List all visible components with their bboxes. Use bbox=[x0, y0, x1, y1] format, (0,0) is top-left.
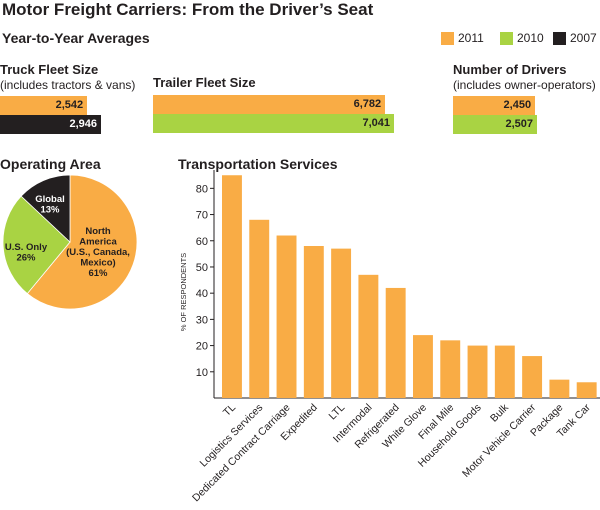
legend-label: 2007 bbox=[570, 31, 597, 45]
y-tick-label: 70 bbox=[196, 210, 208, 222]
bar-value-label: 2,507 bbox=[505, 118, 533, 130]
trailer-fleet-bar-2010: 7,041 bbox=[153, 114, 394, 133]
x-tick-label: LTL bbox=[326, 402, 347, 423]
legend-swatch bbox=[441, 31, 454, 45]
legend-label: 2010 bbox=[517, 31, 544, 45]
y-tick-label: 20 bbox=[196, 341, 208, 353]
y-tick-label: 50 bbox=[196, 262, 208, 274]
section-subtitle: Year-to-Year Averages bbox=[2, 30, 150, 46]
bar bbox=[222, 175, 242, 398]
y-tick-label: 10 bbox=[196, 367, 208, 379]
pie-slice bbox=[2, 195, 71, 295]
truck-fleet-subtitle: (includes tractors & vans) bbox=[0, 78, 136, 92]
pie-slice bbox=[26, 174, 138, 310]
bar-value-label: 2,542 bbox=[55, 99, 84, 111]
bar-value-label: 7,041 bbox=[362, 117, 390, 129]
x-tick-label: Bulk bbox=[488, 401, 511, 424]
bar bbox=[331, 248, 352, 398]
bar bbox=[303, 246, 324, 398]
page-title: Motor Freight Carriers: From the Driver’… bbox=[2, 0, 374, 19]
pie-slice-label: Mexico) bbox=[80, 258, 115, 269]
y-tick-label: 30 bbox=[196, 314, 208, 326]
bar-value-label: 2,946 bbox=[69, 118, 97, 130]
y-tick-label: 80 bbox=[196, 183, 208, 195]
bar bbox=[522, 356, 543, 398]
pie-slice-label: 13% bbox=[40, 204, 60, 215]
truck-fleet-bar-2011: 2,542 bbox=[0, 96, 88, 115]
legend-swatch bbox=[553, 31, 566, 45]
drivers-bar-2010: 2,507 bbox=[453, 115, 537, 134]
legend-item-2007: 2007 bbox=[553, 31, 597, 45]
pie-slice-label: 26% bbox=[16, 252, 36, 263]
legend-item-2011: 2011 bbox=[441, 31, 484, 45]
truck-fleet-bar-2007: 2,946 bbox=[0, 115, 101, 134]
bar bbox=[549, 379, 570, 398]
trailer-fleet-bar-2011: 6,782 bbox=[153, 95, 386, 114]
legend-item-2010: 2010 bbox=[500, 31, 544, 45]
bar bbox=[467, 345, 488, 398]
operating-area-title: Operating Area bbox=[0, 156, 101, 172]
pie-slice-label: (U.S., Canada, bbox=[66, 247, 130, 258]
y-tick-label: 40 bbox=[196, 288, 208, 300]
bar-value-label: 2,450 bbox=[503, 99, 532, 111]
bar bbox=[385, 287, 406, 398]
pie-slice-label: Global bbox=[35, 194, 65, 205]
bar bbox=[276, 235, 297, 398]
x-tick-label: TL bbox=[221, 402, 238, 419]
legend-label: 2011 bbox=[458, 31, 484, 45]
bar bbox=[576, 382, 597, 398]
pie-slice-label: America bbox=[79, 237, 117, 248]
bar bbox=[413, 335, 433, 398]
bar bbox=[440, 340, 461, 398]
drivers-subtitle: (includes owner-operators) bbox=[453, 78, 596, 92]
y-tick-label: 60 bbox=[196, 236, 208, 248]
bar-value-label: 6,782 bbox=[353, 98, 382, 110]
pie-slice bbox=[20, 174, 71, 243]
trailer-fleet-title: Trailer Fleet Size bbox=[153, 75, 256, 90]
y-axis-label: % OF RESPONDENTS bbox=[179, 253, 188, 331]
drivers-title: Number of Drivers bbox=[453, 62, 567, 77]
bar bbox=[358, 274, 379, 398]
pie-slice-label: 61% bbox=[88, 268, 108, 279]
pie-slice-label: U.S. Only bbox=[5, 242, 48, 253]
pie-slice-label: North bbox=[85, 226, 111, 237]
legend-swatch bbox=[500, 31, 513, 45]
truck-fleet-title: Truck Fleet Size bbox=[0, 62, 99, 77]
bar bbox=[494, 345, 515, 398]
drivers-bar-2011: 2,450 bbox=[453, 96, 536, 115]
bar bbox=[249, 219, 270, 398]
chart-title: Transportation Services bbox=[178, 156, 338, 172]
